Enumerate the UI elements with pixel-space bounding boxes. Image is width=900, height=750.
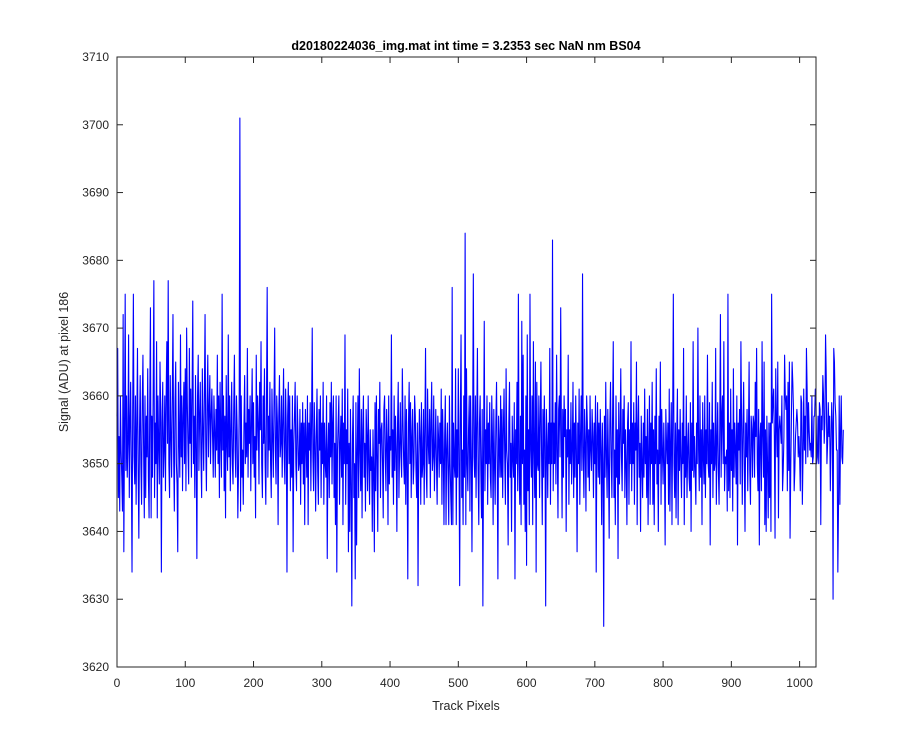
y-tick-label: 3620 xyxy=(82,660,109,674)
y-tick-label: 3640 xyxy=(82,524,109,538)
data-layer xyxy=(116,117,844,627)
x-tick-label: 600 xyxy=(517,676,537,690)
y-tick-label: 3690 xyxy=(82,186,109,200)
x-tick-label: 700 xyxy=(585,676,605,690)
x-tick-label: 900 xyxy=(721,676,741,690)
y-axis-ticks: 3620 3630 3640 3650 3660 3670 3680 3690 3700 3710 xyxy=(82,50,816,674)
signal-series-line xyxy=(116,117,844,627)
x-tick-label: 0 xyxy=(114,676,121,690)
y-tick-label: 3650 xyxy=(82,457,109,471)
x-axis-ticks: 0 100 200 300 400 500 600 700 800 900 1000 xyxy=(114,57,813,690)
plot-background xyxy=(117,57,816,667)
y-tick-label: 3710 xyxy=(82,50,109,64)
y-axis-label: Signal (ADU) at pixel 186 xyxy=(57,292,71,432)
y-tick-label: 3660 xyxy=(82,389,109,403)
x-tick-label: 200 xyxy=(244,676,264,690)
x-tick-label: 1000 xyxy=(786,676,813,690)
x-tick-label: 100 xyxy=(175,676,195,690)
x-axis-label: Track Pixels xyxy=(432,699,500,713)
y-tick-label: 3680 xyxy=(82,253,109,267)
x-tick-label: 500 xyxy=(448,676,468,690)
y-tick-label: 3700 xyxy=(82,118,109,132)
axes-box xyxy=(116,56,817,668)
y-tick-label: 3630 xyxy=(82,592,109,606)
y-tick-label: 3670 xyxy=(82,321,109,335)
x-tick-label: 300 xyxy=(312,676,332,690)
chart-title: d20180224036_img.mat int time = 3.2353 s… xyxy=(291,39,640,53)
x-tick-label: 400 xyxy=(380,676,400,690)
x-tick-label: 800 xyxy=(653,676,673,690)
